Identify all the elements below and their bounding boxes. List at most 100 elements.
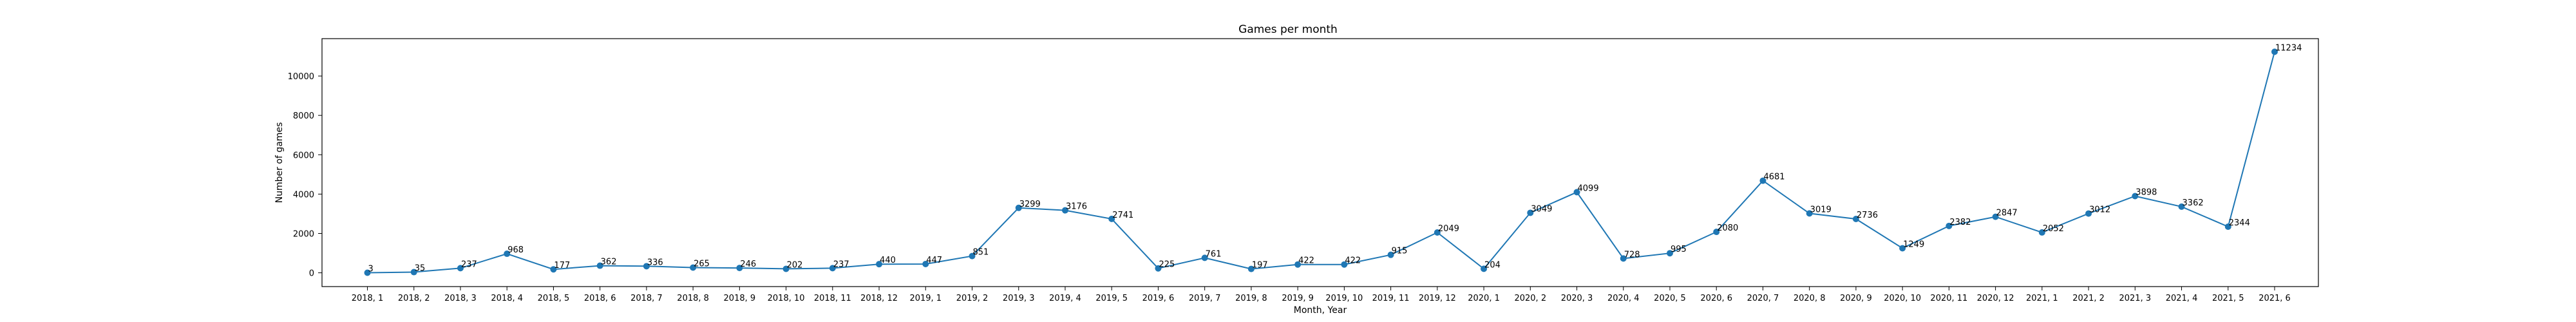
x-tick-label: 2018, 6 (584, 294, 616, 303)
data-label: 11234 (2275, 43, 2302, 53)
data-point (1527, 209, 1534, 216)
data-point (643, 263, 650, 270)
x-tick-label: 2021, 5 (2212, 294, 2244, 303)
x-tick-label: 2020, 10 (1884, 294, 1921, 303)
data-point (2038, 229, 2045, 236)
x-tick-label: 2019, 3 (1003, 294, 1035, 303)
x-tick-label: 2021, 6 (2259, 294, 2291, 303)
data-label: 177 (554, 261, 570, 270)
data-label: 851 (973, 248, 989, 258)
data-point (1573, 189, 1580, 196)
data-point (410, 269, 417, 276)
y-tick-label: 2000 (293, 230, 314, 240)
data-label: 3299 (1019, 200, 1041, 209)
data-point (364, 269, 371, 276)
data-point (1666, 250, 1673, 257)
data-point (1294, 261, 1302, 268)
x-tick-label: 2019, 12 (1419, 294, 1456, 303)
x-tick-label: 2019, 5 (1095, 294, 1128, 303)
x-tick-label: 2020, 9 (1840, 294, 1872, 303)
data-point (2178, 203, 2185, 210)
data-label: 204 (1484, 260, 1501, 270)
x-tick-label: 2018, 11 (814, 294, 851, 303)
data-point (1341, 261, 1348, 268)
x-tick-label: 2020, 1 (1468, 294, 1500, 303)
data-point (2271, 48, 2278, 55)
data-point (550, 266, 557, 273)
data-label: 35 (415, 264, 426, 274)
x-tick-label: 2018, 2 (398, 294, 430, 303)
data-point (1713, 229, 1720, 236)
y-tick-label: 0 (309, 269, 314, 279)
plot-frame (321, 38, 2319, 287)
data-point (2085, 210, 2092, 217)
data-point (922, 260, 929, 267)
data-label: 3012 (2089, 205, 2110, 215)
data-point (2132, 193, 2139, 200)
data-point (1620, 255, 1627, 262)
x-tick-label: 2021, 4 (2166, 294, 2198, 303)
x-tick-label: 2018, 1 (352, 294, 384, 303)
x-tick-label: 2021, 3 (2119, 294, 2151, 303)
data-label: 2847 (1996, 209, 2018, 218)
data-label: 3 (368, 265, 374, 274)
data-point (2224, 223, 2231, 230)
x-tick-label: 2018, 12 (860, 294, 898, 303)
x-tick-label: 2020, 11 (1930, 294, 1967, 303)
data-label: 3049 (1531, 204, 1552, 214)
data-label: 3019 (1810, 205, 1832, 214)
data-point (690, 264, 697, 271)
x-tick-label: 2018, 8 (677, 294, 709, 303)
data-point (457, 265, 464, 272)
data-point (596, 262, 603, 269)
data-label: 2080 (1717, 223, 1738, 233)
data-point (876, 261, 883, 268)
data-label: 237 (833, 260, 849, 269)
y-axis-label: Number of games (274, 122, 285, 204)
data-label: 915 (1392, 247, 1408, 256)
data-point (1759, 177, 1766, 184)
data-point (1201, 254, 1208, 261)
data-label: 362 (601, 258, 617, 267)
x-tick-label: 2019, 4 (1049, 294, 1081, 303)
data-label: 3898 (2136, 188, 2157, 198)
x-tick-label: 2018, 10 (768, 294, 805, 303)
data-label: 968 (507, 245, 524, 255)
x-tick-label: 2020, 7 (1747, 294, 1779, 303)
x-tick-label: 2020, 8 (1794, 294, 1826, 303)
data-label: 197 (1252, 261, 1268, 270)
data-point (1946, 222, 1953, 229)
data-point (736, 265, 743, 272)
x-tick-label: 2018, 9 (724, 294, 756, 303)
data-point (1061, 207, 1068, 214)
data-label: 422 (1345, 256, 1361, 266)
data-label: 336 (647, 258, 663, 267)
x-tick-label: 2019, 7 (1189, 294, 1221, 303)
data-label: 4681 (1763, 173, 1785, 182)
data-point (1899, 245, 1906, 252)
x-tick-label: 2020, 2 (1514, 294, 1546, 303)
x-tick-label: 2020, 5 (1654, 294, 1686, 303)
data-point (1852, 216, 1859, 223)
data-label: 2741 (1112, 211, 1133, 220)
x-tick-label: 2019, 2 (956, 294, 989, 303)
x-tick-label: 2019, 11 (1372, 294, 1410, 303)
y-tick-label: 10000 (288, 72, 314, 82)
data-label: 447 (926, 256, 942, 265)
data-point (1806, 210, 1813, 217)
data-label: 2049 (1438, 224, 1459, 234)
data-point (1247, 265, 1255, 272)
x-tick-label: 2019, 9 (1282, 294, 1314, 303)
x-tick-label: 2020, 6 (1700, 294, 1732, 303)
x-tick-label: 2018, 5 (538, 294, 570, 303)
data-label: 237 (461, 260, 477, 269)
data-label: 2052 (2043, 224, 2064, 234)
x-tick-label: 2018, 3 (444, 294, 477, 303)
data-label: 995 (1671, 245, 1687, 254)
x-tick-label: 2021, 1 (2026, 294, 2058, 303)
y-tick-label: 6000 (293, 151, 314, 160)
y-tick-label: 8000 (293, 111, 314, 121)
data-label: 2344 (2229, 218, 2250, 228)
